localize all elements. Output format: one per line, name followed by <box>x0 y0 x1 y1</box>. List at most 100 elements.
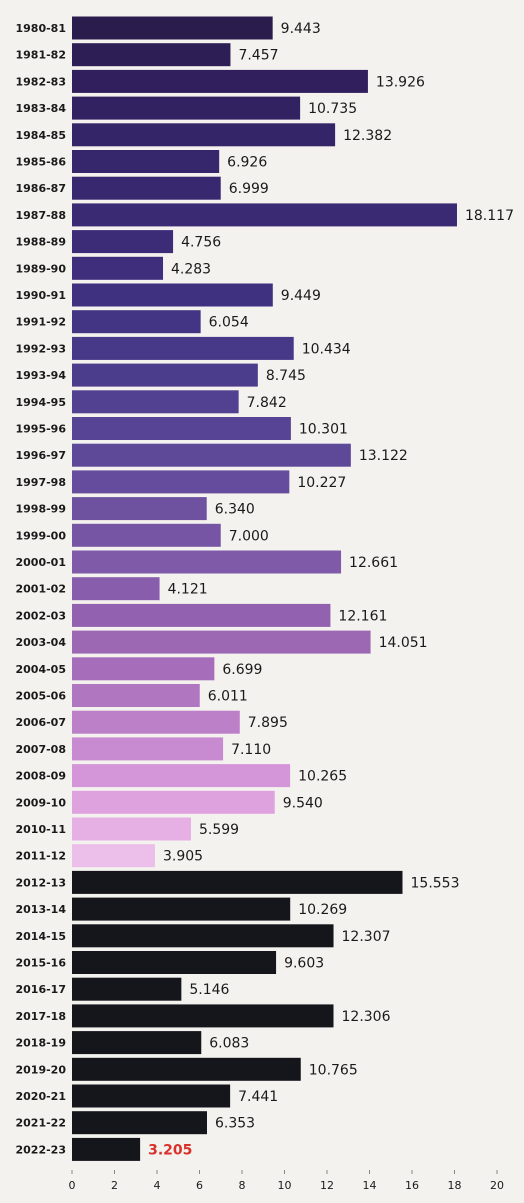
y-tick-label: 2010-11 <box>16 823 67 836</box>
value-label: 6.083 <box>209 1036 249 1052</box>
y-tick-label: 2011-12 <box>16 850 67 863</box>
value-label: 10.765 <box>309 1062 358 1078</box>
y-tick-label: 2001-02 <box>16 583 67 596</box>
y-tick-label: 2007-08 <box>16 743 67 756</box>
x-tick-label: 0 <box>69 1179 76 1192</box>
value-label: 12.661 <box>349 555 398 571</box>
bar <box>72 310 201 333</box>
x-tick-label: 20 <box>490 1179 504 1192</box>
bar <box>72 737 223 760</box>
value-label: 4.756 <box>181 235 221 251</box>
bar <box>72 1058 301 1081</box>
bar <box>72 551 341 574</box>
value-label: 10.434 <box>302 341 351 357</box>
value-label: 3.205 <box>148 1142 192 1158</box>
y-tick-label: 1984-85 <box>16 129 67 142</box>
bar <box>72 203 457 226</box>
bar <box>72 70 368 93</box>
y-tick-label: 1991-92 <box>16 316 67 329</box>
value-label: 6.926 <box>227 155 267 171</box>
y-tick-label: 2022-23 <box>16 1143 67 1156</box>
value-label: 7.895 <box>248 715 288 731</box>
bar <box>72 871 403 894</box>
bar <box>72 844 155 867</box>
value-label: 7.457 <box>238 48 278 64</box>
y-tick-label: 2017-18 <box>16 1010 67 1023</box>
value-label: 3.905 <box>163 849 203 865</box>
x-tick-label: 8 <box>239 1179 246 1192</box>
bar <box>72 390 239 413</box>
value-label: 6.999 <box>229 181 269 197</box>
bar <box>72 17 273 40</box>
bar <box>72 417 291 440</box>
value-label: 6.054 <box>209 315 249 331</box>
value-label: 13.926 <box>376 74 425 90</box>
value-label: 7.842 <box>247 395 287 411</box>
x-tick-label: 12 <box>320 1179 334 1192</box>
y-tick-label: 1994-95 <box>16 396 67 409</box>
bar <box>72 257 163 280</box>
y-tick-label: 1992-93 <box>16 342 67 355</box>
value-label: 18.117 <box>465 208 514 224</box>
y-tick-label: 2008-09 <box>16 770 67 783</box>
y-tick-label: 1981-82 <box>16 49 67 62</box>
bar <box>72 284 273 307</box>
y-tick-label: 2013-14 <box>16 903 67 916</box>
y-tick-label: 2009-10 <box>16 796 67 809</box>
value-label: 9.443 <box>281 21 321 37</box>
bar <box>72 898 290 921</box>
chart: 024681012141618201980-819.4431981-827.45… <box>0 0 524 1199</box>
bar <box>72 631 371 654</box>
bar <box>72 1031 201 1054</box>
x-tick-label: 14 <box>363 1179 377 1192</box>
bar <box>72 1004 334 1027</box>
bar <box>72 470 289 493</box>
x-tick-label: 6 <box>196 1179 203 1192</box>
bar <box>72 711 240 734</box>
value-label: 9.540 <box>283 795 323 811</box>
bar <box>72 604 330 627</box>
bar <box>72 1138 140 1161</box>
bar <box>72 577 160 600</box>
x-tick-label: 18 <box>448 1179 462 1192</box>
y-tick-label: 1998-99 <box>16 503 67 516</box>
bar <box>72 43 230 66</box>
bar <box>72 924 334 947</box>
value-label: 12.382 <box>343 128 392 144</box>
value-label: 15.553 <box>411 875 460 891</box>
y-tick-label: 1980-81 <box>16 22 67 35</box>
y-tick-label: 2006-07 <box>16 716 67 729</box>
y-tick-label: 1990-91 <box>16 289 67 302</box>
value-label: 4.283 <box>171 261 211 277</box>
bar <box>72 791 275 814</box>
y-tick-label: 1989-90 <box>16 262 67 275</box>
y-tick-label: 2019-20 <box>16 1063 67 1076</box>
bar <box>72 978 181 1001</box>
y-tick-label: 1983-84 <box>16 102 67 115</box>
y-tick-label: 2005-06 <box>16 690 67 703</box>
y-tick-label: 1996-97 <box>16 449 67 462</box>
bar <box>72 764 290 787</box>
bar <box>72 1111 207 1134</box>
value-label: 5.146 <box>189 982 229 998</box>
y-tick-label: 2000-01 <box>16 556 67 569</box>
value-label: 6.340 <box>215 502 255 518</box>
value-label: 8.745 <box>266 368 306 384</box>
y-tick-label: 1986-87 <box>16 182 67 195</box>
bar <box>72 657 214 680</box>
bar <box>72 497 207 520</box>
value-label: 6.699 <box>222 662 262 678</box>
y-tick-label: 1999-00 <box>16 529 67 542</box>
value-label: 9.449 <box>281 288 321 304</box>
value-label: 12.161 <box>338 608 387 624</box>
value-label: 14.051 <box>379 635 428 651</box>
x-tick-label: 10 <box>278 1179 292 1192</box>
x-tick-label: 4 <box>154 1179 161 1192</box>
value-label: 7.000 <box>229 528 269 544</box>
bar <box>72 684 200 707</box>
value-label: 10.227 <box>297 475 346 491</box>
y-tick-label: 2014-15 <box>16 930 67 943</box>
y-tick-label: 2002-03 <box>16 609 67 622</box>
y-tick-label: 1987-88 <box>16 209 67 222</box>
y-tick-label: 1988-89 <box>16 236 67 249</box>
